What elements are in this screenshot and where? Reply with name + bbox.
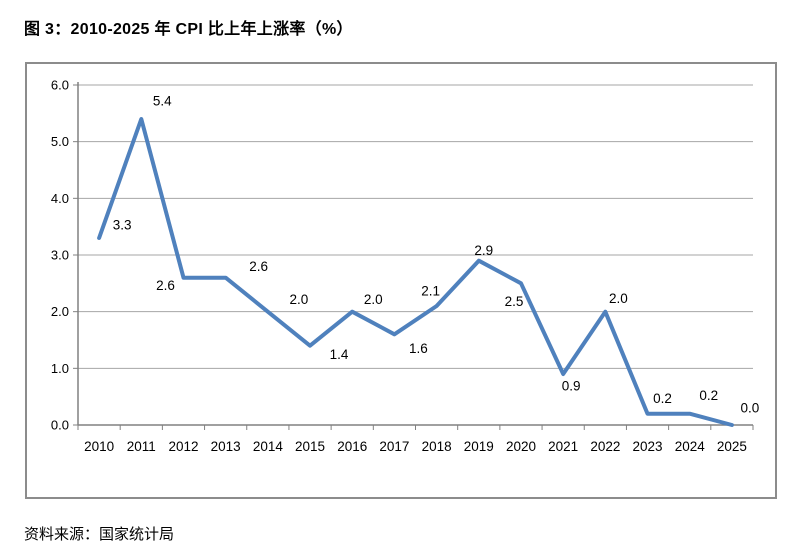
x-tick-label: 2013: [211, 439, 241, 454]
x-tick-label: 2016: [337, 439, 367, 454]
gridlines: [78, 84, 753, 369]
x-tick-label: 2010: [84, 439, 114, 454]
x-tick-label: 2024: [675, 439, 706, 454]
data-label: 2.5: [505, 294, 524, 309]
x-tick-label: 2011: [127, 439, 156, 454]
data-label: 2.6: [156, 278, 175, 293]
x-axis-labels: 2010 2011 2012 2013 2014 2015 2016 2017 2018 2019…: [84, 439, 747, 454]
x-tick-label: 2023: [633, 439, 663, 454]
data-label: 2.0: [289, 292, 308, 307]
x-axis-ticks: [77, 425, 754, 430]
data-label: 2.6: [249, 259, 268, 274]
data-label: 0.2: [699, 388, 718, 403]
x-tick-label: 2018: [422, 439, 452, 454]
y-tick-label: 2.0: [51, 304, 69, 319]
y-axis-labels: 0.0 1.0 2.0 3.0 4.0 5.0 6.0: [51, 78, 78, 433]
data-label: 2.1: [421, 284, 440, 299]
x-tick-label: 2025: [717, 439, 747, 454]
cpi-series-line: [97, 117, 734, 427]
y-tick-label: 5.0: [51, 134, 69, 149]
x-tick-label: 2014: [253, 439, 284, 454]
x-tick-label: 2021: [548, 439, 578, 454]
y-tick-label: 1.0: [51, 361, 69, 376]
x-tick-label: 2019: [464, 439, 494, 454]
data-label: 0.2: [653, 391, 672, 406]
axes: [77, 82, 753, 426]
x-tick-label: 2012: [168, 439, 198, 454]
data-labels: 3.3 5.4 2.6 2.6 2.0 1.4 2.0 1.6 2.1 2.9 2.5 0.9 2.0 0…: [113, 94, 760, 416]
data-label: 2.0: [609, 291, 628, 306]
y-tick-label: 4.0: [51, 191, 69, 206]
chart-box: 0.0 1.0 2.0 3.0 4.0 5.0 6.0 2010 2011 2012 2013 201…: [25, 62, 777, 499]
figure-title: 图 3：2010-2025 年 CPI 比上年上涨率（%）: [24, 21, 353, 38]
data-label: 1.6: [409, 341, 428, 356]
x-tick-label: 2022: [590, 439, 620, 454]
data-label: 3.3: [113, 218, 132, 233]
y-tick-label: 0.0: [51, 418, 69, 433]
x-tick-label: 2015: [295, 439, 325, 454]
y-tick-label: 3.0: [51, 248, 69, 263]
data-label: 0.9: [562, 379, 581, 394]
data-label: 2.9: [474, 243, 493, 258]
x-tick-label: 2017: [379, 439, 409, 454]
data-label: 5.4: [153, 94, 172, 109]
y-tick-label: 6.0: [51, 78, 69, 93]
data-label: 2.0: [364, 292, 383, 307]
data-label: 0.0: [741, 401, 760, 416]
source-note: 资料来源：国家统计局: [24, 526, 175, 543]
data-label: 1.4: [330, 347, 349, 362]
x-tick-label: 2020: [506, 439, 536, 454]
